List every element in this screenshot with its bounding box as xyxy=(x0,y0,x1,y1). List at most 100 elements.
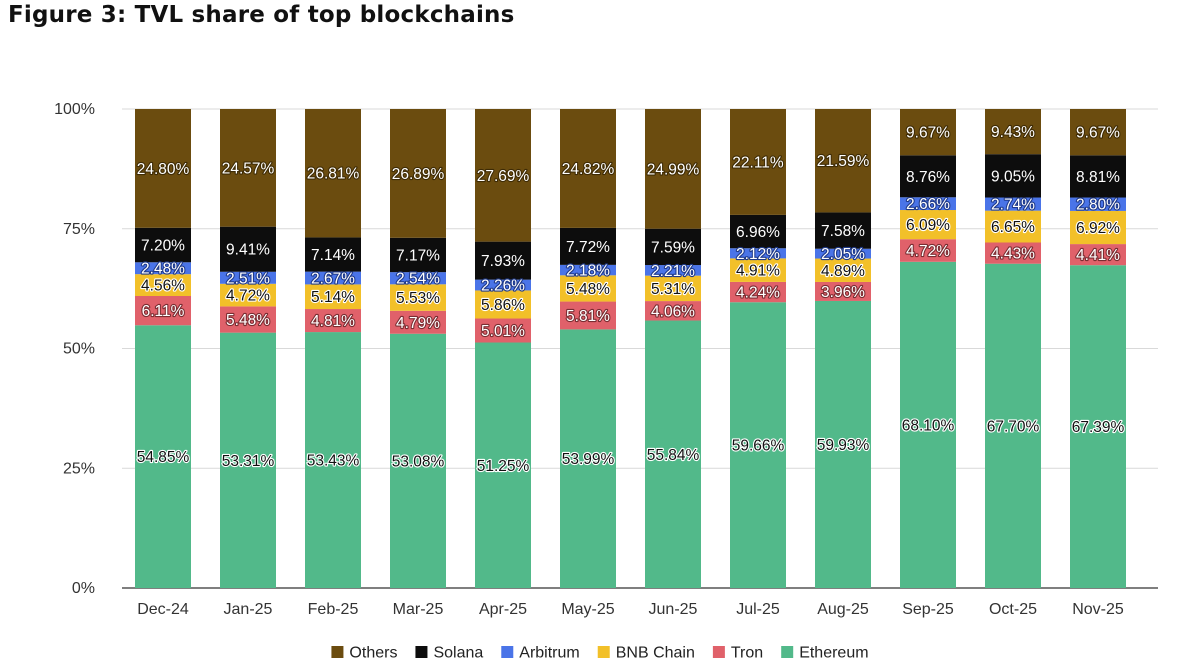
data-label: 4.41% xyxy=(1076,247,1120,264)
data-label: 7.59% xyxy=(651,239,695,256)
data-label: 67.70% xyxy=(987,418,1040,435)
bar-segment-solana xyxy=(390,237,446,273)
data-label: 9.67% xyxy=(906,125,950,142)
bar-segment-arbitrum xyxy=(475,279,531,291)
bar-segment-ethereum xyxy=(900,261,956,588)
bar-segment-arbitrum xyxy=(645,265,701,276)
data-label: 4.72% xyxy=(226,288,270,305)
data-label: 5.53% xyxy=(396,290,440,307)
data-label: 6.96% xyxy=(736,224,780,241)
data-label: 7.58% xyxy=(821,223,865,240)
bar-segment-ethereum xyxy=(560,329,616,588)
data-label: 7.72% xyxy=(566,239,610,256)
data-label: 8.76% xyxy=(906,169,950,186)
x-axis: Dec-24 Jan-25 Feb-25 Mar-25 Apr-25 May-25 Jun-… xyxy=(137,601,1124,618)
x-tick-label: Oct-25 xyxy=(989,601,1037,618)
data-label: 24.57% xyxy=(222,160,275,177)
bar-segment-solana xyxy=(815,212,871,249)
bar-segment-arbitrum xyxy=(305,271,361,285)
x-tick-label: Nov-25 xyxy=(1072,601,1124,618)
bar-segment-ethereum xyxy=(305,332,361,588)
data-label: 68.10% xyxy=(902,417,955,434)
x-tick-label: May-25 xyxy=(561,601,614,618)
bar-segment-tron xyxy=(985,242,1041,264)
data-label: 5.48% xyxy=(226,312,270,329)
bar-segment-arbitrum xyxy=(135,262,191,275)
bar-segment-bnb-chain xyxy=(985,210,1041,243)
data-label: 7.14% xyxy=(311,247,355,264)
bar-segment-others xyxy=(135,109,191,228)
data-label: 3.96% xyxy=(821,284,865,301)
bar-segment-solana xyxy=(305,237,361,272)
data-label: 26.89% xyxy=(392,166,445,183)
data-label: 6.11% xyxy=(142,303,185,320)
bar-segment-bnb-chain xyxy=(475,290,531,319)
data-label: 4.81% xyxy=(311,313,355,330)
bar-segment-ethereum xyxy=(815,300,871,588)
x-tick-label: Apr-25 xyxy=(479,601,527,618)
data-label: 5.14% xyxy=(311,289,355,306)
data-label: 67.39% xyxy=(1072,419,1125,436)
data-label: 2.26% xyxy=(481,278,525,295)
bar-segment-others xyxy=(815,109,871,213)
bar-segment-tron xyxy=(560,301,616,330)
legend-swatch xyxy=(501,646,514,658)
data-label: 51.25% xyxy=(477,458,530,475)
bar-segment-bnb-chain xyxy=(135,274,191,297)
data-label: 6.65% xyxy=(991,219,1035,236)
bar-segment-solana xyxy=(1070,155,1126,198)
x-tick-label: Jan-25 xyxy=(224,601,273,618)
data-label: 4.91% xyxy=(736,263,780,280)
bar-segment-solana xyxy=(475,241,531,280)
x-tick-label: Feb-25 xyxy=(308,601,359,618)
data-label: 9.05% xyxy=(991,168,1035,185)
bar-segment-ethereum xyxy=(730,302,786,588)
bar-segment-solana xyxy=(135,227,191,263)
bar-segment-tron xyxy=(645,301,701,321)
data-label: 26.81% xyxy=(307,166,360,183)
x-tick-label: Jun-25 xyxy=(649,601,698,618)
data-label: 5.01% xyxy=(481,323,525,340)
legend-label: Solana xyxy=(433,645,483,662)
data-label: 4.43% xyxy=(991,246,1035,263)
bar-segment-others xyxy=(1070,109,1126,156)
legend-label: BNB Chain xyxy=(616,645,695,662)
bar-segment-solana xyxy=(730,214,786,249)
x-tick-label: Sep-25 xyxy=(902,601,954,618)
bars xyxy=(135,109,1126,588)
bar-segment-tron xyxy=(475,318,531,343)
bar-segment-ethereum xyxy=(390,333,446,588)
legend-label: Tron xyxy=(731,645,763,662)
data-label: 53.08% xyxy=(392,453,445,470)
data-label: 59.93% xyxy=(817,437,870,454)
data-label: 2.67% xyxy=(311,271,355,288)
bar-segment-others xyxy=(645,109,701,229)
bar-segment-bnb-chain xyxy=(900,210,956,240)
data-labels: 54.85% 6.11% 4.56%2.48% 7.20% 24.80% 53.31% 5.… xyxy=(136,123,1126,476)
bar-segment-tron xyxy=(900,239,956,262)
data-label: 9.43% xyxy=(991,124,1035,141)
x-tick-label: Mar-25 xyxy=(393,601,444,618)
data-label: 53.43% xyxy=(307,453,360,470)
data-label: 5.86% xyxy=(481,297,525,314)
bar-segment-others xyxy=(900,109,956,156)
data-label: 24.82% xyxy=(562,161,615,178)
bar-segment-others xyxy=(305,109,361,238)
bar-segment-bnb-chain xyxy=(815,258,871,282)
legend-label: Ethereum xyxy=(799,645,868,662)
x-tick-label: Jul-25 xyxy=(736,601,780,618)
bar-segment-bnb-chain xyxy=(560,275,616,302)
data-label: 4.06% xyxy=(651,303,695,320)
data-label: 4.56% xyxy=(141,278,185,295)
data-label: 21.59% xyxy=(817,153,870,170)
data-label: 22.11% xyxy=(732,154,784,171)
data-label: 5.31% xyxy=(651,281,695,298)
data-label: 2.18% xyxy=(566,263,610,280)
bar-segment-arbitrum xyxy=(900,197,956,211)
data-label: 24.99% xyxy=(647,161,700,178)
bar-segment-solana xyxy=(900,155,956,198)
bar-segment-arbitrum xyxy=(815,248,871,259)
bar-segment-bnb-chain xyxy=(730,258,786,282)
bar-segment-bnb-chain xyxy=(645,275,701,302)
